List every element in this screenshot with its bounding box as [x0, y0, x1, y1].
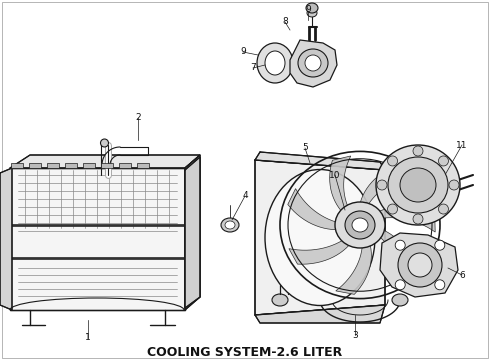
Ellipse shape — [257, 43, 293, 83]
Ellipse shape — [449, 180, 459, 190]
Ellipse shape — [335, 202, 385, 248]
Ellipse shape — [265, 170, 375, 306]
Ellipse shape — [272, 294, 288, 306]
Polygon shape — [289, 238, 352, 264]
Ellipse shape — [388, 156, 397, 166]
Text: 10: 10 — [329, 171, 341, 180]
Ellipse shape — [435, 280, 445, 290]
Polygon shape — [0, 168, 12, 310]
Polygon shape — [185, 157, 200, 308]
Polygon shape — [255, 152, 385, 170]
Ellipse shape — [305, 55, 321, 71]
Text: 4: 4 — [242, 192, 248, 201]
Ellipse shape — [439, 156, 448, 166]
Text: 5: 5 — [302, 144, 308, 153]
Polygon shape — [47, 163, 59, 168]
Text: 11: 11 — [456, 140, 468, 149]
Polygon shape — [11, 163, 23, 168]
Ellipse shape — [435, 240, 445, 250]
Ellipse shape — [408, 253, 432, 277]
Text: 6: 6 — [459, 270, 465, 279]
Polygon shape — [29, 163, 41, 168]
Polygon shape — [336, 242, 371, 294]
Text: 8: 8 — [282, 18, 288, 27]
Polygon shape — [65, 163, 77, 168]
Ellipse shape — [388, 157, 448, 213]
Ellipse shape — [439, 204, 448, 214]
Ellipse shape — [221, 218, 239, 232]
Polygon shape — [185, 155, 200, 310]
Ellipse shape — [376, 145, 460, 225]
Text: 1: 1 — [85, 333, 91, 342]
Polygon shape — [380, 233, 458, 297]
Polygon shape — [377, 229, 416, 283]
Ellipse shape — [388, 204, 397, 214]
Text: COOLING SYSTEM-2.6 LITER: COOLING SYSTEM-2.6 LITER — [147, 346, 343, 359]
Polygon shape — [83, 163, 95, 168]
Polygon shape — [101, 163, 113, 168]
Ellipse shape — [265, 51, 285, 75]
Polygon shape — [255, 305, 385, 323]
Text: 2: 2 — [135, 113, 141, 122]
Polygon shape — [360, 165, 413, 207]
Ellipse shape — [100, 139, 108, 147]
Ellipse shape — [352, 218, 368, 232]
Ellipse shape — [400, 168, 436, 202]
Text: 7: 7 — [250, 63, 256, 72]
Ellipse shape — [395, 240, 405, 250]
Ellipse shape — [298, 49, 328, 77]
Polygon shape — [330, 156, 351, 214]
Ellipse shape — [392, 294, 408, 306]
Ellipse shape — [395, 280, 405, 290]
Ellipse shape — [377, 180, 387, 190]
Text: 9: 9 — [305, 5, 311, 14]
Ellipse shape — [225, 221, 235, 229]
Polygon shape — [119, 163, 131, 168]
Polygon shape — [288, 189, 341, 230]
Ellipse shape — [345, 211, 375, 239]
Text: 9: 9 — [240, 48, 246, 57]
Ellipse shape — [398, 243, 442, 287]
Ellipse shape — [413, 146, 423, 156]
Polygon shape — [255, 160, 385, 315]
Polygon shape — [137, 163, 149, 168]
Polygon shape — [10, 155, 200, 168]
Ellipse shape — [307, 9, 317, 17]
Polygon shape — [290, 40, 337, 87]
Polygon shape — [10, 168, 185, 310]
Ellipse shape — [306, 3, 318, 13]
Ellipse shape — [413, 214, 423, 224]
Text: 3: 3 — [352, 330, 358, 339]
Polygon shape — [375, 207, 435, 232]
